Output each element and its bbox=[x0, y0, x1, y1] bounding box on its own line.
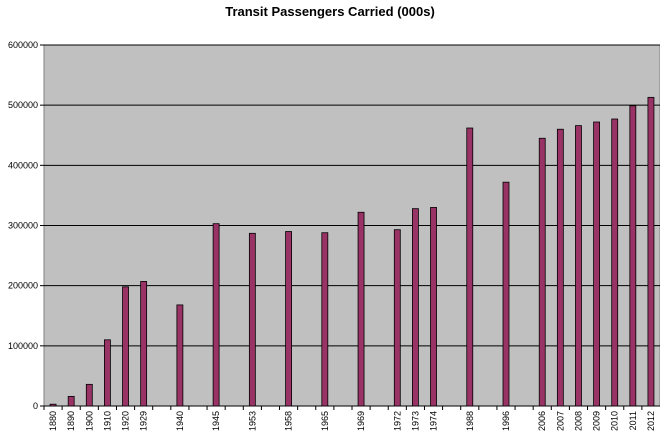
bar-1953 bbox=[248, 232, 256, 407]
chart-title: Transit Passengers Carried (000s) bbox=[225, 4, 435, 19]
x-tick-label: 1929 bbox=[139, 411, 149, 431]
bar-1900 bbox=[85, 383, 93, 407]
y-tick-label: 100000 bbox=[8, 341, 38, 351]
x-tick-label: 2006 bbox=[537, 411, 547, 431]
bar-1965 bbox=[321, 232, 329, 407]
x-tick-label: 1890 bbox=[66, 411, 76, 431]
y-axis-ticks: 0 100000 200000 300000 400000 500000 600000 bbox=[8, 40, 44, 411]
bar-2006 bbox=[538, 137, 546, 407]
x-tick-label: 2007 bbox=[555, 411, 565, 431]
bar-2008 bbox=[575, 125, 582, 407]
bar-1910 bbox=[104, 339, 111, 407]
bar-1974 bbox=[430, 207, 437, 407]
bar-1969 bbox=[357, 211, 365, 407]
bar-1890 bbox=[67, 395, 75, 407]
x-axis-ticks: 1880 1890 1900 1910 1920 1929 1940 1945 1953 1958… bbox=[43, 406, 656, 431]
y-tick-label: 200000 bbox=[8, 281, 38, 291]
y-tick-label: 0 bbox=[33, 401, 38, 411]
bar-2010 bbox=[611, 118, 619, 407]
x-tick-label: 1945 bbox=[211, 411, 221, 431]
bar-1945 bbox=[212, 223, 220, 407]
bar-1958 bbox=[285, 231, 292, 407]
bar-1988 bbox=[466, 127, 474, 407]
x-tick-label: 1973 bbox=[410, 411, 420, 431]
bar-1880 bbox=[49, 403, 57, 407]
x-tick-label: 2009 bbox=[592, 411, 602, 431]
bar-1996 bbox=[502, 181, 510, 407]
bar-2007 bbox=[556, 128, 564, 407]
y-tick-label: 500000 bbox=[8, 100, 38, 110]
x-tick-label: 2011 bbox=[628, 411, 638, 430]
x-tick-label: 1958 bbox=[284, 411, 294, 431]
bar-2009 bbox=[593, 121, 600, 407]
bar-2012 bbox=[647, 96, 655, 407]
x-tick-label: 1910 bbox=[102, 411, 112, 431]
x-tick-label: 1965 bbox=[320, 411, 330, 431]
bar-1940 bbox=[176, 304, 184, 407]
x-tick-label: 1920 bbox=[121, 411, 131, 431]
bar-1929 bbox=[140, 281, 148, 407]
bars bbox=[49, 96, 655, 407]
x-tick-label: 1940 bbox=[175, 411, 185, 431]
x-tick-label: 2008 bbox=[573, 411, 583, 431]
x-tick-label: 2012 bbox=[646, 411, 656, 431]
x-tick-label: 1880 bbox=[48, 411, 58, 431]
x-tick-label: 1969 bbox=[356, 411, 366, 431]
bar-1920 bbox=[122, 286, 129, 407]
x-tick-label: 1953 bbox=[247, 411, 257, 431]
x-tick-label: 1972 bbox=[392, 411, 402, 431]
x-tick-label: 2010 bbox=[610, 411, 620, 431]
x-tick-label: 1900 bbox=[84, 411, 94, 431]
bar-2011 bbox=[629, 105, 637, 407]
x-tick-label: 1988 bbox=[465, 411, 475, 431]
x-tick-label: 1974 bbox=[429, 411, 439, 431]
y-tick-label: 400000 bbox=[8, 160, 38, 170]
bar-1972 bbox=[393, 229, 401, 407]
x-tick-label: 1996 bbox=[501, 411, 511, 431]
bar-1973 bbox=[412, 208, 419, 407]
y-tick-label: 600000 bbox=[8, 40, 38, 50]
y-tick-label: 300000 bbox=[8, 221, 38, 231]
